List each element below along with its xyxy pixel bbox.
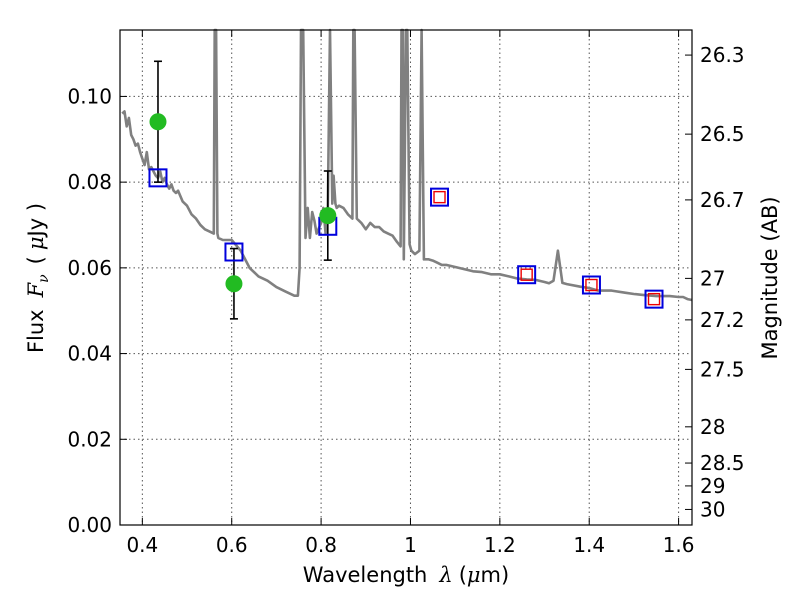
x-axis-title-unit-rest: m) — [481, 563, 510, 587]
x-tick-label: 0.6 — [216, 533, 248, 557]
upper-limit-square — [520, 268, 533, 281]
plot-frame — [119, 29, 693, 526]
y2-tick-label: 26.3 — [700, 43, 745, 67]
x-axis-title: Wavelength λ (μm) — [303, 563, 509, 587]
y-tick-label: 0.06 — [67, 256, 112, 280]
model-square — [224, 242, 244, 262]
y2-tick-label: 26.5 — [700, 122, 745, 146]
observed-point — [149, 113, 167, 131]
y2-tick-label: 30 — [700, 497, 725, 521]
x-tick-label: 0.8 — [305, 533, 337, 557]
y-axis-title-unit-rest: Jy ) — [24, 203, 48, 239]
x-axis-title-unit-open: ( — [459, 563, 467, 587]
y-axis-title-prefix: Flux — [24, 309, 48, 353]
ticks-layer: 0.4 0.6 0.8 1 1.2 1.4 1.6 0.00 0.02 0.04 0.06 0.08 0… — [67, 30, 745, 557]
model-square — [517, 265, 537, 285]
y2-tick-label: 29 — [700, 474, 725, 498]
y2-axis-title: Magnitude (AB) — [758, 196, 782, 359]
observed-point — [225, 275, 243, 293]
x-axis-title-prefix: Wavelength — [303, 563, 428, 587]
y2-tick-label: 27.2 — [700, 308, 745, 332]
y-axis-title-unit-open: ( — [24, 256, 48, 264]
y-axis-title: Flux Fν ( μJy ) — [24, 203, 52, 353]
upper-limit-square — [585, 278, 598, 292]
y2-tick-label: 27.5 — [700, 357, 745, 381]
y-axis-title-symbol: F — [24, 281, 48, 298]
upper-limit-square — [433, 190, 446, 204]
y-tick-label: 0.02 — [67, 427, 112, 451]
model-square — [644, 289, 664, 309]
y-axis-title-sub: ν — [36, 274, 52, 283]
model-square — [148, 168, 168, 188]
x-axis-title-unit-mu: μ — [467, 563, 481, 587]
spectrum-line — [121, 28, 693, 302]
x-tick-label: 1.6 — [663, 533, 695, 557]
observed-point — [319, 207, 337, 225]
y-tick-label: 0.00 — [67, 513, 112, 537]
x-tick-label: 1.2 — [484, 533, 516, 557]
model-square — [430, 187, 450, 207]
points-layer — [148, 60, 664, 320]
y2-tick-label: 28.5 — [700, 451, 745, 475]
x-tick-label: 1.4 — [573, 533, 605, 557]
x-tick-label: 0.4 — [126, 533, 158, 557]
x-axis-title-symbol: λ — [438, 563, 452, 587]
y-tick-label: 0.10 — [67, 84, 112, 108]
y-axis-title-unit-mu: μ — [24, 236, 48, 250]
y-tick-label: 0.04 — [67, 342, 112, 366]
upper-limit-square — [647, 292, 661, 306]
x-tick-label: 1 — [404, 533, 417, 557]
y2-tick-label: 26.7 — [700, 188, 745, 212]
y2-tick-label: 28 — [700, 415, 725, 439]
model-square — [581, 275, 601, 295]
spectrum-layer — [121, 28, 693, 302]
y-tick-label: 0.08 — [67, 170, 112, 194]
y2-tick-label: 27 — [700, 266, 725, 290]
